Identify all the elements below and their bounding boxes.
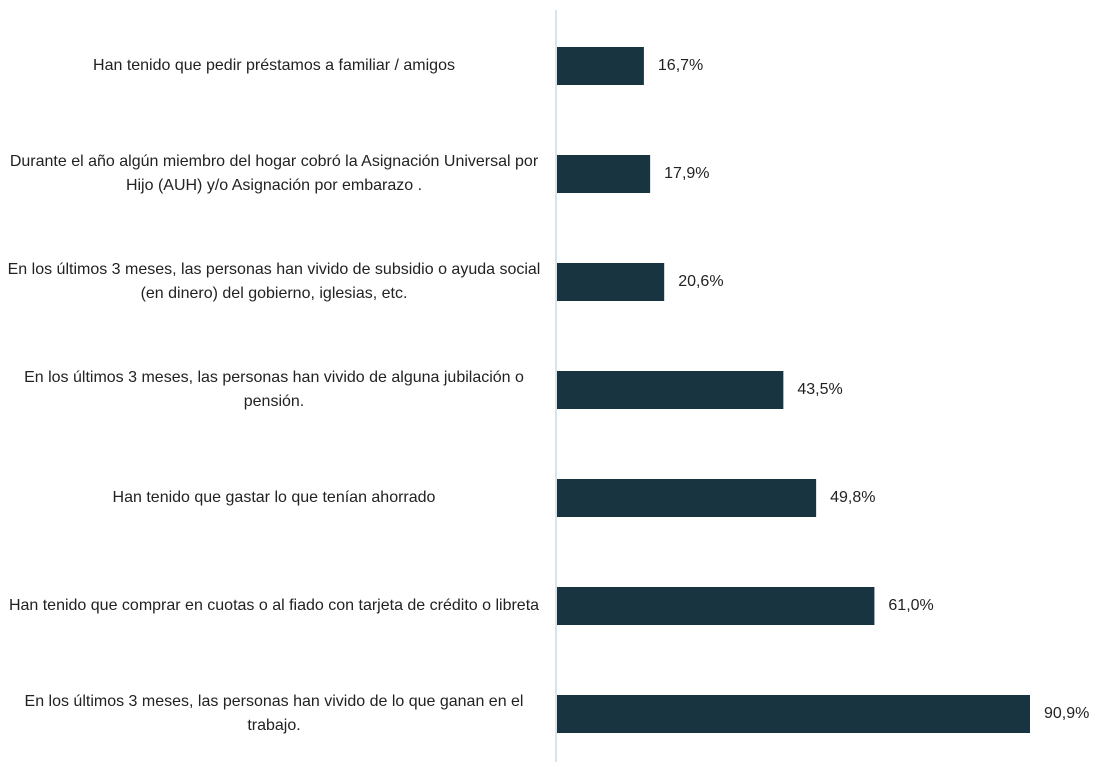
category-label: Han tenido que pedir préstamos a familia… xyxy=(93,57,455,74)
category-label: En los últimos 3 meses, las personas han… xyxy=(7,261,541,302)
value-label: 20,6% xyxy=(678,273,723,290)
bar xyxy=(557,479,817,517)
value-label: 17,9% xyxy=(664,165,709,182)
bar xyxy=(557,47,644,85)
category-label: En los últimos 3 meses, las personas han… xyxy=(24,369,524,410)
bar xyxy=(557,155,651,193)
value-label: 43,5% xyxy=(797,381,842,398)
bar xyxy=(557,263,665,301)
value-label: 16,7% xyxy=(658,57,703,74)
bar xyxy=(557,371,784,409)
category-label: Han tenido que comprar en cuotas o al fi… xyxy=(8,597,540,614)
category-label: En los últimos 3 meses, las personas han… xyxy=(24,693,524,734)
category-label: Han tenido que gastar lo que tenían ahor… xyxy=(112,489,436,506)
bar xyxy=(557,695,1030,733)
category-label: Durante el año algún miembro del hogar c… xyxy=(9,153,539,194)
value-label: 90,9% xyxy=(1044,705,1089,722)
bar xyxy=(557,587,875,625)
value-label: 61,0% xyxy=(888,597,933,614)
value-label: 49,8% xyxy=(830,489,875,506)
